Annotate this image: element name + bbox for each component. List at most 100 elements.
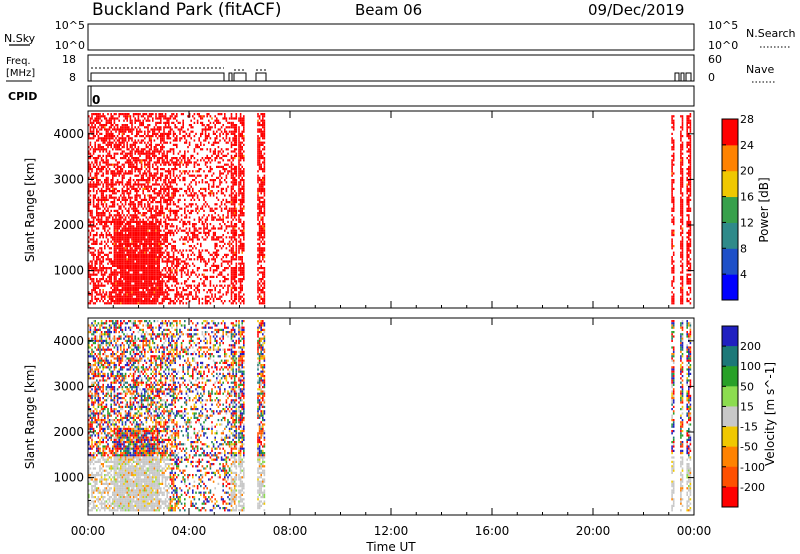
range-gate-cell [230, 168, 233, 171]
range-gate-cell [123, 190, 125, 193]
range-gate-cell [137, 115, 140, 118]
range-gate-cell [171, 231, 173, 234]
range-gate-cell [203, 223, 205, 226]
range-gate-cell [110, 115, 112, 118]
range-gate-cell [105, 159, 108, 162]
range-gate-cell [102, 159, 104, 162]
range-gate-cell [228, 159, 231, 162]
range-gate-cell [136, 240, 138, 243]
range-gate-cell [156, 247, 159, 250]
range-gate-cell [156, 225, 159, 228]
range-gate-cell [238, 220, 240, 223]
range-gate-cell [258, 302, 261, 305]
range-gate-cell [176, 291, 178, 294]
range-gate-cell [208, 300, 210, 303]
range-gate-cell [169, 170, 172, 173]
range-gate-cell [99, 115, 101, 118]
range-gate-cell [217, 249, 220, 252]
range-gate-cell [671, 196, 673, 199]
range-gate-cell [233, 225, 236, 228]
range-gate-cell [155, 286, 157, 289]
range-gate-cell [99, 148, 101, 151]
range-gate-cell [212, 234, 215, 237]
range-gate-cell [672, 234, 675, 237]
range-gate-cell [239, 159, 242, 162]
range-gate-cell [174, 181, 176, 184]
range-gate-cell [140, 141, 143, 144]
range-gate-cell [166, 275, 168, 278]
range-gate-cell [243, 135, 245, 138]
range-gate-cell [120, 249, 122, 252]
range-gate-cell [97, 183, 100, 186]
range-gate-cell [258, 300, 261, 303]
range-gate-cell [144, 295, 146, 298]
range-gate-cell [137, 251, 140, 254]
range-gate-cell [108, 119, 111, 122]
range-gate-cell [144, 242, 146, 245]
range-gate-cell [107, 176, 109, 179]
range-gate-cell [224, 229, 226, 232]
range-gate-cell [144, 284, 146, 287]
range-gate-cell [263, 300, 266, 303]
range-gate-cell [204, 262, 207, 265]
range-gate-cell [150, 137, 152, 140]
range-gate-cell [672, 119, 675, 122]
range-gate-cell [192, 247, 194, 250]
range-gate-cell [188, 229, 191, 232]
range-gate-cell [128, 236, 130, 239]
range-gate-cell [172, 130, 175, 133]
range-gate-cell [128, 234, 130, 237]
range-gate-cell [110, 282, 112, 285]
range-gate-cell [174, 163, 176, 166]
range-gate-cell [152, 260, 154, 263]
range-gate-cell [118, 295, 120, 298]
range-gate-cell [225, 130, 228, 133]
range-gate-cell [262, 282, 264, 285]
range-gate-cell [263, 165, 266, 168]
range-gate-cell [208, 135, 210, 138]
range-gate-cell [150, 271, 152, 274]
range-gate-cell [176, 212, 178, 215]
range-gate-cell [185, 132, 188, 135]
range-gate-cell [92, 284, 95, 287]
range-gate-cell [104, 245, 106, 248]
range-gate-cell [139, 203, 141, 206]
range-gate-cell [126, 229, 128, 232]
range-gate-cell [239, 132, 242, 135]
range-gate-cell [235, 128, 238, 131]
range-gate-cell [147, 218, 149, 221]
range-gate-cell [182, 170, 184, 173]
range-gate-cell [258, 245, 261, 248]
range-gate-cell [230, 229, 233, 232]
range-gate-cell [230, 212, 233, 215]
range-gate-cell [121, 223, 124, 226]
range-gate-cell [102, 275, 104, 278]
range-gate-cell [171, 275, 173, 278]
range-gate-cell [158, 223, 160, 226]
range-gate-cell [115, 253, 117, 256]
range-gate-cell [258, 154, 261, 157]
range-gate-cell [168, 269, 170, 272]
range-gate-cell [241, 165, 243, 168]
range-gate-cell [155, 260, 157, 263]
range-gate-cell [171, 284, 173, 287]
range-gate-cell [152, 234, 154, 237]
range-gate-cell [91, 115, 93, 118]
range-gate-cell [196, 229, 199, 232]
range-gate-cell [100, 271, 103, 274]
range-gate-cell [241, 273, 243, 276]
range-gate-cell [107, 267, 109, 270]
range-gate-cell [198, 284, 200, 287]
range-gate-cell [124, 300, 127, 303]
power-scatter [88, 113, 692, 305]
range-gate-cell [134, 174, 136, 177]
range-gate-cell [158, 295, 160, 298]
range-gate-cell [102, 196, 104, 199]
range-gate-cell [134, 181, 136, 184]
range-gate-cell [161, 278, 164, 281]
range-gate-cell [144, 240, 146, 243]
range-gate-cell [139, 124, 141, 127]
range-gate-cell [258, 236, 261, 239]
range-gate-cell [262, 236, 264, 239]
range-gate-cell [225, 291, 228, 294]
